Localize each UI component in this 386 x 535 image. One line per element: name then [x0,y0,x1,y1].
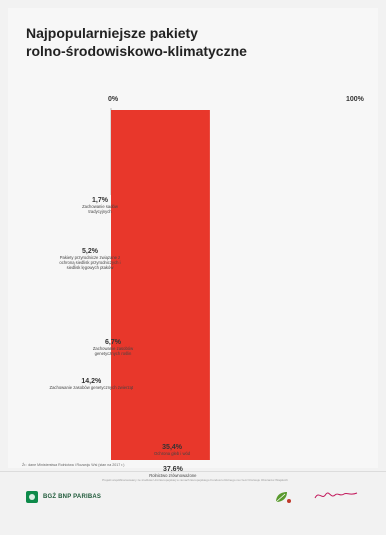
bar-label-1: 1,7% Zachowanie sadów tradycyjnych [77,197,123,214]
bar-value-label: 6,7% [105,339,121,346]
chart-footnote: Źr.: dane Ministerstwa Rolnictwa i Rozwo… [22,463,125,467]
bar-category-label: Zachowanie zasobów genetycznych roślin [92,346,134,356]
bank-name: BGŻ BNP PARIBAS [43,494,102,500]
bar-value-label: 37,6% [162,466,183,473]
bar-value-label: 1,7% [92,197,108,204]
infographic-card: Najpopularniejsze pakiety rolno-środowis… [8,8,378,478]
bank-brand: BGŻ BNP PARIBAS [26,491,101,503]
bar-category-label: Zachowanie zasobów genetycznych zwierząt [49,385,134,390]
bar-label-4: 14,2% Zachowanie zasobów genetycznych zwi… [36,378,146,390]
bar-category-label: Ochrona gleb i wód [154,451,191,456]
bar-category-label: Pakiety przyrodnicze związane z ochroną … [59,255,121,270]
bar-label-6: 37,6% Rolnictwo zrównoważone [138,466,208,478]
bar-value-label: 14,2% [81,378,102,385]
title-line-2: rolno-środowiskowo-klimatyczne [26,43,247,59]
scale-start-label: 0% [108,96,119,103]
bar-category-label: Rolnictwo zrównoważone [149,473,197,478]
signature-logo-icon [314,492,358,499]
scale-end-label: 100% [346,96,364,103]
bar-6 [111,110,210,460]
leaf-logo-icon [275,492,291,503]
waterfall-chart [110,108,210,460]
bar-label-2: 5,2% Pakiety przyrodnicze związane z ochr… [57,248,123,270]
title-line-1: Najpopularniejsze pakiety [26,25,198,41]
footer-note: Projekt współfinansowany ze środków Unii… [102,478,288,482]
bar-label-5: 35,4% Ochrona gleb i wód [142,444,202,456]
bar-category-label: Zachowanie sadów tradycyjnych [82,204,118,214]
bar-value-label: 5,2% [82,248,98,255]
chart-title: Najpopularniejsze pakiety rolno-środowis… [26,24,356,60]
footer-divider [0,471,386,472]
bank-logo-icon [26,491,38,503]
bar-value-label: 35,4% [162,444,183,451]
bar-label-3: 6,7% Zachowanie zasobów genetycznych rośl… [85,339,141,356]
